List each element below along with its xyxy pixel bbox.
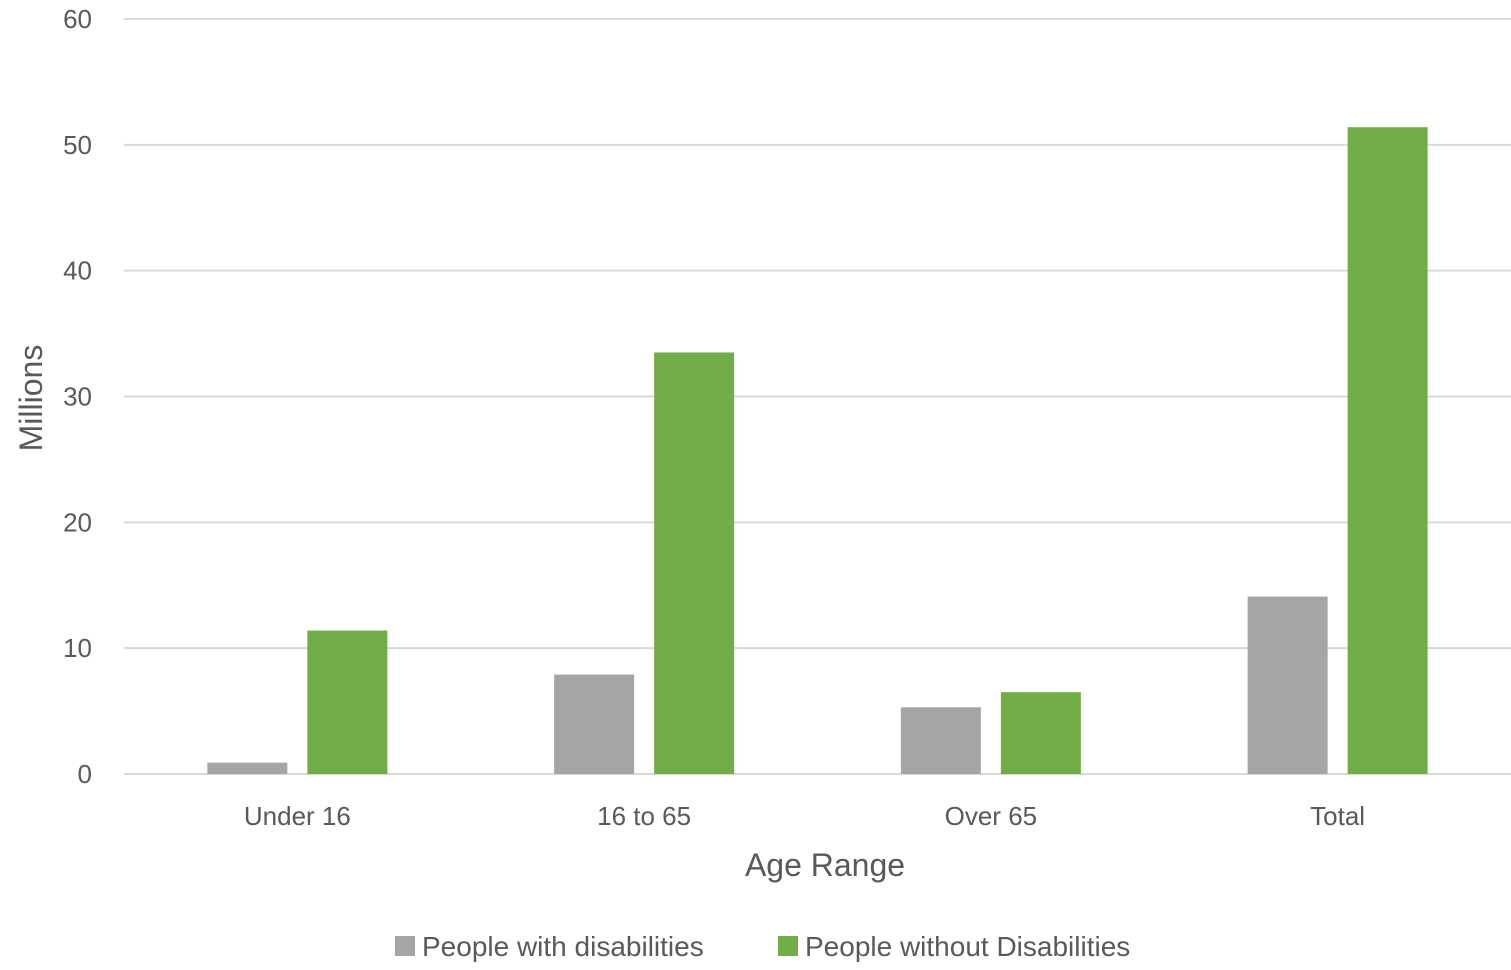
- legend-swatch: [778, 936, 798, 956]
- x-axis-ticks: Under 16 16 to 65 Over 65 Total: [244, 801, 1365, 831]
- x-tick-label: Total: [1310, 801, 1365, 831]
- bar: [554, 674, 635, 774]
- bar: [207, 762, 288, 774]
- y-tick-label: 60: [63, 4, 92, 34]
- bar: [654, 352, 735, 774]
- y-tick-label: 0: [78, 759, 92, 789]
- x-tick-label: Under 16: [244, 801, 351, 831]
- y-tick-label: 10: [63, 633, 92, 663]
- bar: [307, 630, 388, 774]
- x-tick-label: 16 to 65: [597, 801, 691, 831]
- x-axis-title: Age Range: [745, 847, 905, 883]
- y-tick-label: 40: [63, 256, 92, 286]
- bars: [207, 127, 1428, 774]
- bar: [1247, 596, 1328, 774]
- x-tick-label: Over 65: [945, 801, 1038, 831]
- y-tick-label: 30: [63, 382, 92, 412]
- legend-label: People without Disabilities: [805, 931, 1130, 962]
- legend-label: People with disabilities: [422, 931, 704, 962]
- y-axis-ticks: 0 10 20 30 40 50 60: [63, 4, 92, 789]
- legend-swatch: [395, 936, 415, 956]
- bar: [1000, 692, 1081, 774]
- y-tick-label: 50: [63, 130, 92, 160]
- bar: [900, 707, 981, 774]
- bar: [1347, 127, 1428, 774]
- y-axis-title: Millions: [13, 345, 49, 452]
- legend: People with disabilities People without D…: [395, 931, 1130, 962]
- y-tick-label: 20: [63, 507, 92, 537]
